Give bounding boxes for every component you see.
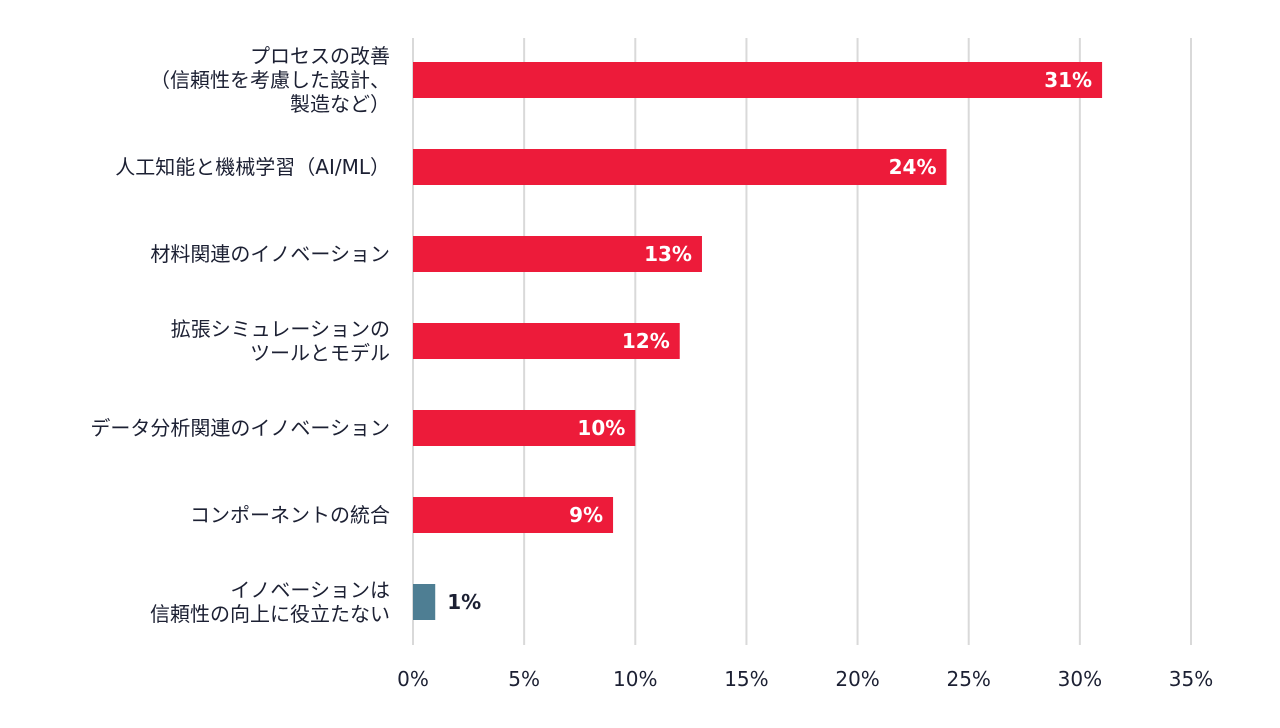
category-label: 拡張シミュレーションのツールとモデル [171, 317, 390, 365]
category-label: プロセスの改善（信頼性を考慮した設計、製造など） [150, 44, 390, 116]
category-label: 人工知能と機械学習（AI/ML） [115, 155, 390, 179]
value-label: 10% [577, 416, 625, 440]
x-tick-label: 10% [613, 667, 657, 691]
category-label-line: ツールとモデル [250, 341, 390, 365]
bar [413, 410, 636, 446]
value-label: 13% [644, 242, 692, 266]
x-tick-label: 15% [724, 667, 768, 691]
category-label: データ分析関連のイノベーション [90, 416, 390, 440]
x-tick-label: 0% [397, 667, 429, 691]
bar [413, 323, 680, 359]
category-label-line: プロセスの改善 [250, 44, 390, 68]
category-label: イノベーションは信頼性の向上に役立たない [150, 578, 390, 626]
category-label-line: （信頼性を考慮した設計、 [150, 68, 390, 92]
x-tick-label: 5% [508, 667, 540, 691]
category-label-line: 拡張シミュレーションの [171, 317, 390, 341]
bar [413, 236, 702, 272]
bar [413, 62, 1103, 98]
x-tick-label: 20% [835, 667, 879, 691]
category-label-line: 材料関連のイノベーション [150, 242, 390, 266]
category-label: コンポーネントの統合 [190, 503, 390, 527]
x-tick-label: 30% [1058, 667, 1102, 691]
x-tick-label: 25% [946, 667, 990, 691]
x-tick-label: 35% [1169, 667, 1213, 691]
category-label-line: コンポーネントの統合 [190, 503, 390, 527]
bar [413, 497, 614, 533]
bar [413, 149, 947, 185]
value-label: 24% [889, 155, 937, 179]
category-label-line: イノベーションは [230, 578, 390, 602]
value-label: 1% [447, 590, 481, 614]
bar [413, 584, 436, 620]
category-label-line: データ分析関連のイノベーション [90, 416, 390, 440]
category-label-line: 製造など） [290, 92, 390, 116]
category-label-line: 人工知能と機械学習（AI/ML） [115, 155, 390, 179]
category-label-line: 信頼性の向上に役立たない [150, 602, 390, 626]
value-label: 9% [569, 503, 603, 527]
category-labels: プロセスの改善（信頼性を考慮した設計、製造など） 人工知能と機械学習（AI/ML）… [90, 44, 390, 626]
x-axis-tick-labels: 0% 5% 10% 15% 20% 25% 30% 35% [397, 667, 1213, 691]
bars [413, 62, 1103, 620]
category-label: 材料関連のイノベーション [150, 242, 390, 266]
value-label: 31% [1044, 68, 1092, 92]
value-label: 12% [622, 329, 670, 353]
value-labels: 31% 24% 13% 12% 10% 9% 1% [447, 68, 1092, 614]
